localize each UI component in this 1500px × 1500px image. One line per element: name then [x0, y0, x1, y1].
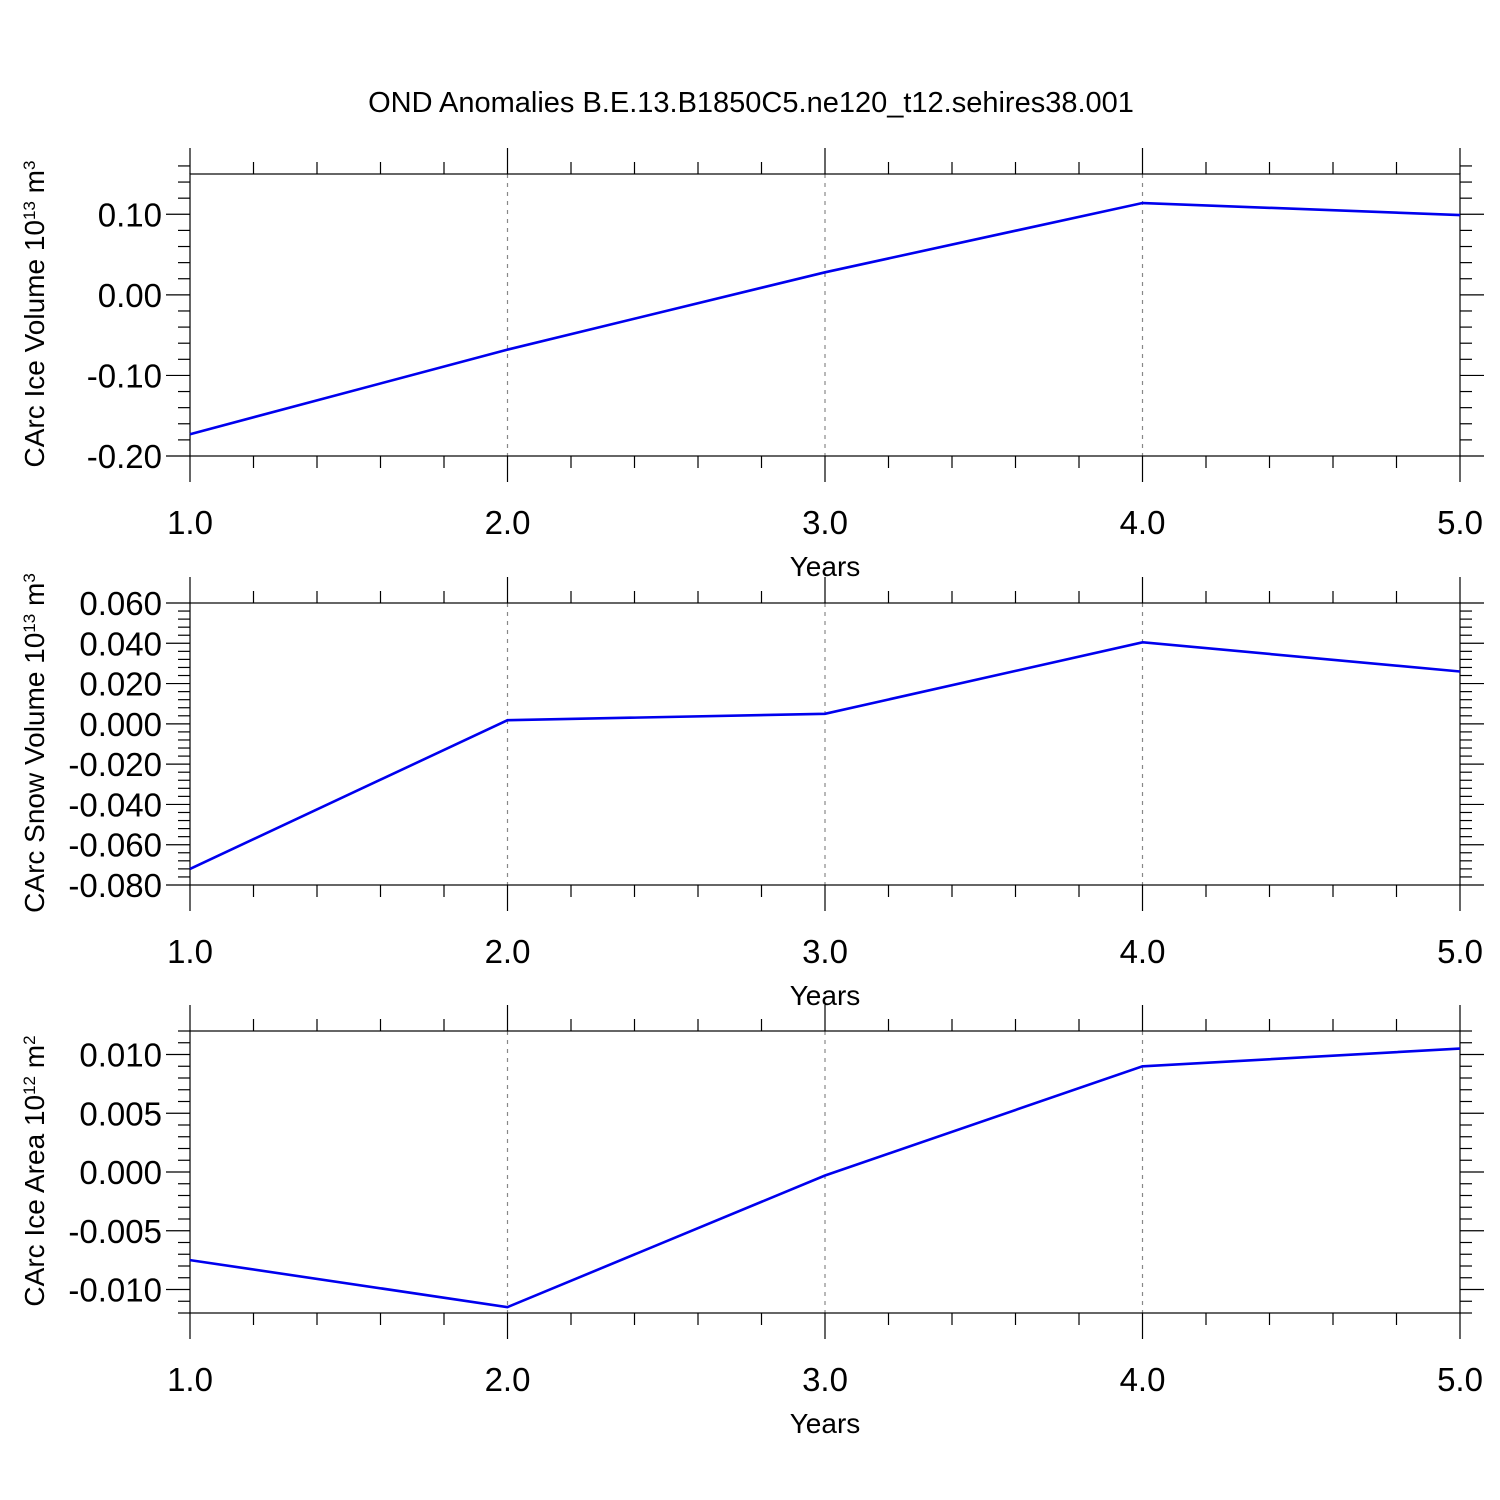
series-line: [189, 640, 1461, 871]
y-tick-label: 0.040: [79, 625, 162, 662]
y-tick-label: -0.010: [68, 1272, 162, 1309]
y-tick-label: -0.20: [87, 438, 162, 475]
y-tick-label: -0.005: [68, 1213, 162, 1250]
x-axis-title: Years: [790, 551, 861, 582]
x-tick-label: 1.0: [167, 1361, 213, 1398]
y-tick-label: -0.020: [68, 746, 162, 783]
chart-panel-2: 1.0 2.0 3.0 4.0 5.0-0.080-0.060-0.040-0.0200…: [19, 573, 1484, 1011]
x-tick-label: 3.0: [802, 1361, 848, 1398]
x-tick-label: 3.0: [802, 504, 848, 541]
y-tick-label: 0.000: [79, 706, 162, 743]
chart-panel-1: 1.0 2.0 3.0 4.0 5.0 -0.20 -0.10 0.00 0.10 Years CA…: [19, 148, 1484, 582]
x-tick-label: 4.0: [1120, 1361, 1166, 1398]
x-tick-label: 4.0: [1120, 504, 1166, 541]
x-tick-label: 1.0: [167, 504, 213, 541]
y-tick-label: 0.10: [98, 196, 162, 233]
y-axis-title: CArc Ice Area 1012 m2: [19, 1035, 50, 1306]
x-tick-label: 2.0: [485, 504, 531, 541]
series-line: [189, 201, 1461, 436]
y-tick-label: 0.010: [79, 1037, 162, 1074]
x-tick-label: 2.0: [485, 1361, 531, 1398]
y-tick-label: 0.005: [79, 1095, 162, 1132]
chart-panel-3: 1.0 2.0 3.0 4.0 5.0 -0.010 -0.005 0.000 0.005 0.0…: [19, 1005, 1484, 1439]
y-tick-label: -0.060: [68, 827, 162, 864]
x-tick-label: 4.0: [1120, 933, 1166, 970]
x-tick-label: 2.0: [485, 933, 531, 970]
y-tick-label: -0.040: [68, 786, 162, 823]
x-tick-label: 5.0: [1437, 1361, 1483, 1398]
chart-title: OND Anomalies B.E.13.B1850C5.ne120_t12.s…: [368, 87, 1134, 119]
plot-frame: [189, 602, 1461, 886]
y-tick-label: 0.00: [98, 277, 162, 314]
plot-frame: [189, 173, 1461, 457]
y-tick-label: 0.020: [79, 666, 162, 703]
y-axis-title: CArc Ice Volume 1013 m3: [19, 161, 50, 468]
plot-frame: [189, 1030, 1461, 1314]
y-tick-label: -0.10: [87, 357, 162, 394]
x-tick-label: 1.0: [167, 933, 213, 970]
x-tick-label: 3.0: [802, 933, 848, 970]
y-tick-label: 0.000: [79, 1154, 162, 1191]
x-axis-title: Years: [790, 1408, 861, 1439]
y-tick-label: 0.060: [79, 585, 162, 622]
x-tick-label: 5.0: [1437, 504, 1483, 541]
series-line: [189, 1047, 1461, 1309]
chart-panels: 1.0 2.0 3.0 4.0 5.0 -0.20 -0.10 0.00 0.10 Years CA…: [19, 148, 1484, 1439]
y-tick-label: -0.080: [68, 867, 162, 904]
y-axis-title: CArc Snow Volume 1013 m3: [19, 573, 50, 913]
x-tick-label: 5.0: [1437, 933, 1483, 970]
